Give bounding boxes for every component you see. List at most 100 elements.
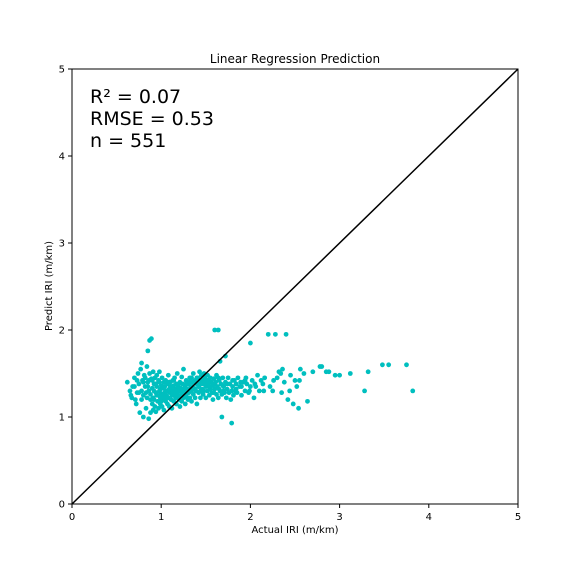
data-point: [220, 375, 226, 381]
data-point: [147, 371, 153, 376]
data-point: [145, 384, 151, 389]
data-point: [252, 381, 258, 387]
data-point: [279, 390, 285, 396]
data-point: [233, 386, 239, 392]
data-point: [158, 398, 164, 404]
data-point: [129, 395, 135, 401]
data-point: [140, 414, 146, 420]
data-point: [194, 375, 200, 381]
y-tick-label: 0: [59, 500, 65, 511]
data-point: [124, 379, 130, 385]
data-point: [154, 392, 160, 398]
data-point: [189, 375, 194, 381]
data-point: [332, 372, 338, 378]
data-point: [127, 388, 133, 394]
data-point: [265, 331, 271, 337]
data-point: [148, 391, 153, 397]
data-point: [278, 371, 284, 376]
data-point: [386, 362, 392, 368]
data-point: [271, 378, 276, 383]
data-point: [297, 378, 302, 383]
data-point: [184, 395, 190, 401]
x-axis-label: Actual IRI (m/km): [252, 525, 339, 536]
y-tick-label: 4: [59, 152, 65, 163]
x-tick-label: 2: [247, 512, 253, 523]
data-point: [256, 388, 262, 394]
stats-annotation: R² = 0.07 RMSE = 0.53 n = 551: [90, 86, 214, 152]
data-point: [297, 366, 303, 372]
data-point: [133, 401, 139, 407]
data-point: [146, 416, 152, 422]
data-point: [260, 381, 266, 387]
x-axis: 0 1 2 3 4 5: [69, 504, 521, 523]
data-point: [319, 364, 325, 369]
data-point: [211, 390, 217, 396]
data-point: [310, 369, 316, 375]
data-point: [262, 375, 268, 381]
data-point: [157, 379, 162, 385]
data-point: [288, 372, 293, 378]
y-tick-label: 3: [59, 239, 65, 250]
data-point: [251, 395, 257, 401]
data-point: [149, 378, 155, 383]
data-point: [167, 385, 173, 390]
data-point: [146, 378, 152, 383]
data-point: [233, 381, 239, 387]
data-point: [337, 372, 342, 378]
data-point: [242, 378, 248, 383]
data-point: [296, 405, 301, 411]
data-point: [196, 384, 202, 389]
data-point: [305, 398, 310, 404]
data-point: [283, 331, 289, 337]
data-point: [166, 379, 172, 385]
data-point: [203, 395, 209, 401]
data-point: [224, 381, 230, 387]
data-point: [365, 369, 371, 375]
y-tick-label: 1: [59, 413, 65, 424]
data-point: [248, 340, 253, 346]
y-tick-label: 5: [59, 65, 65, 76]
data-point: [183, 381, 189, 387]
data-point: [206, 384, 212, 389]
data-point: [267, 384, 273, 389]
r-squared-text: R² = 0.07: [90, 86, 181, 108]
data-point: [145, 348, 151, 354]
data-point: [143, 405, 149, 411]
data-point: [216, 386, 222, 392]
data-point: [137, 410, 143, 416]
data-point: [187, 379, 193, 385]
data-point: [229, 388, 235, 394]
data-point: [153, 409, 159, 415]
data-point: [201, 388, 207, 394]
data-point: [144, 364, 150, 369]
data-point: [249, 378, 255, 383]
data-point: [229, 420, 235, 426]
data-point: [261, 388, 267, 394]
data-point: [202, 379, 208, 385]
data-point: [225, 375, 231, 381]
data-point: [239, 384, 244, 389]
y-axis: 0 1 2 3 4 5: [59, 65, 72, 511]
sample-count-text: n = 551: [90, 130, 166, 152]
x-tick-label: 4: [426, 512, 432, 523]
data-point: [228, 397, 234, 402]
data-point: [198, 388, 203, 394]
data-point: [215, 395, 221, 401]
data-point: [230, 384, 235, 389]
x-tick-label: 0: [69, 512, 75, 523]
data-point: [301, 371, 307, 376]
data-point: [210, 397, 216, 402]
data-point: [175, 388, 181, 394]
data-point: [272, 331, 278, 337]
data-point: [174, 371, 180, 376]
data-point: [326, 369, 332, 375]
data-point: [138, 366, 144, 372]
chart-title: Linear Regression Prediction: [210, 52, 380, 66]
data-point: [362, 388, 367, 394]
data-point: [285, 397, 291, 402]
data-point: [221, 388, 227, 394]
data-point: [136, 390, 142, 396]
data-point: [212, 381, 218, 387]
data-point: [404, 362, 409, 368]
